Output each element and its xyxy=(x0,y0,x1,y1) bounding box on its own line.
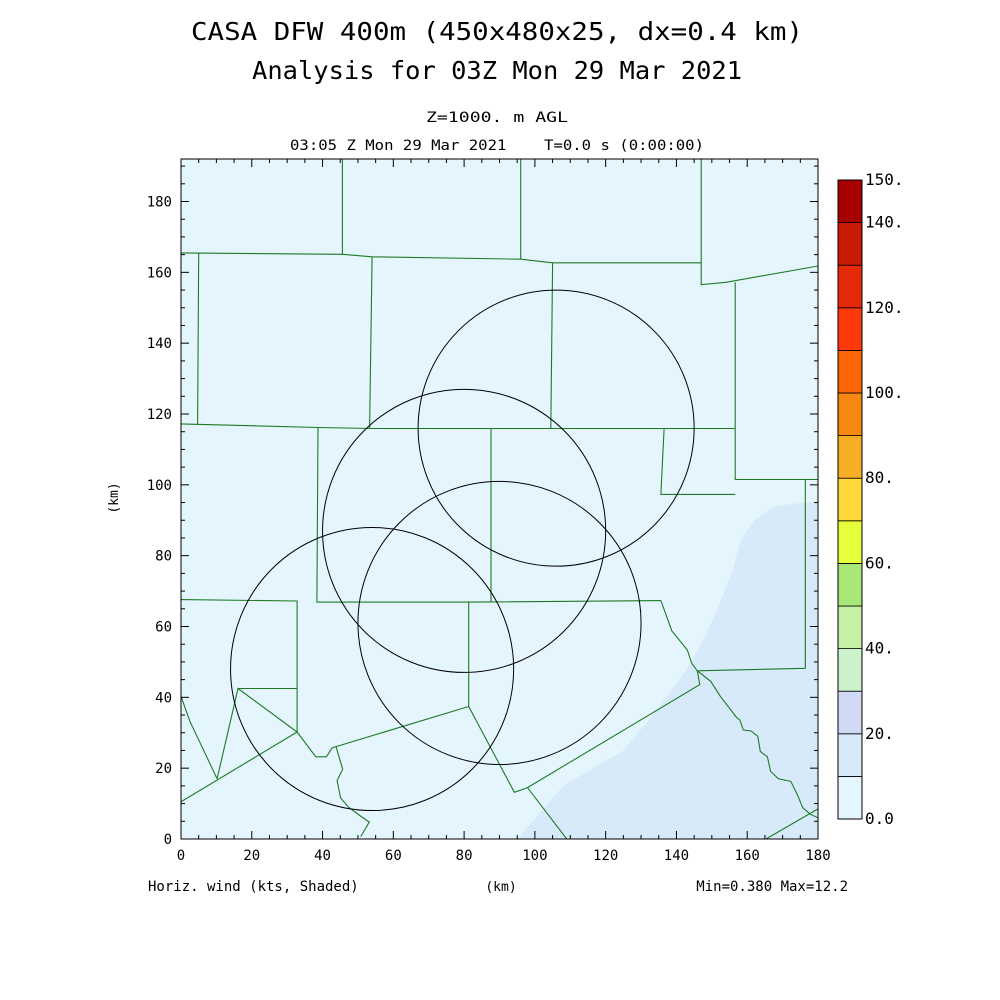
radar-range-ring-4 xyxy=(230,526,515,812)
x-tick-label: 160 xyxy=(735,848,760,864)
colorbar-segment xyxy=(837,477,863,522)
county-boundary-8 xyxy=(700,159,818,286)
y-tick-label: 160 xyxy=(147,265,172,281)
y-tick-label: 40 xyxy=(155,690,172,706)
y-tick-label: 0 xyxy=(164,832,172,848)
colorbar-labels: 0.0 20. 40. 60. 80. 100. 120. 140. 150. xyxy=(865,170,904,828)
axis-ticks xyxy=(180,159,819,840)
y-tick-label: 100 xyxy=(147,478,172,494)
x-axis-label: (km) xyxy=(485,880,516,895)
chart-title-line2: Analysis for 03Z Mon 29 Mar 2021 xyxy=(252,56,742,85)
colorbar-segment xyxy=(837,222,863,266)
y-tick-label: 80 xyxy=(155,549,172,565)
county-boundaries-layer xyxy=(181,159,818,839)
colorbar-segment xyxy=(837,690,863,735)
y-tick-label: 120 xyxy=(147,407,172,423)
county-boundary-15 xyxy=(181,602,470,803)
colorbar xyxy=(837,179,863,820)
county-boundary-12 xyxy=(660,428,736,495)
x-tick-label: 100 xyxy=(522,848,547,864)
colorbar-label: 120. xyxy=(865,298,904,317)
county-boundary-1 xyxy=(181,252,702,264)
colorbar-segment xyxy=(837,307,863,351)
county-boundary-21 xyxy=(765,808,818,839)
colorbar-segment xyxy=(837,520,863,564)
colorbar-segment xyxy=(837,605,863,649)
colorbar-segment xyxy=(837,648,863,692)
wind-shading-layer xyxy=(517,502,818,839)
colorbar-segment xyxy=(837,563,863,607)
x-tick-label: 60 xyxy=(385,848,402,864)
radar-range-rings-layer xyxy=(230,289,695,812)
time-label: 03:05 Z Mon 29 Mar 2021 T=0.0 s (0:00:00… xyxy=(290,138,704,154)
y-tick-label: 180 xyxy=(147,195,172,211)
county-boundary-9 xyxy=(734,282,818,481)
y-tick-label: 60 xyxy=(155,620,172,636)
colorbar-segment xyxy=(837,179,863,223)
x-tick-label: 0 xyxy=(177,848,185,864)
county-boundary-16 xyxy=(181,696,218,780)
colorbar-label: 0.0 xyxy=(865,809,894,828)
colorbar-label: 100. xyxy=(865,383,904,402)
colorbar-label: 150. xyxy=(865,170,904,189)
x-axis-tick-labels: 0 20 40 60 80 100 120 140 160 180 xyxy=(177,848,831,864)
colorbar-segment xyxy=(837,264,863,309)
colorbar-label: 140. xyxy=(865,213,904,232)
colorbar-label: 60. xyxy=(865,553,894,572)
colorbar-segment xyxy=(837,349,863,394)
colorbar-frame xyxy=(837,179,863,820)
x-tick-label: 80 xyxy=(456,848,473,864)
county-boundary-5 xyxy=(369,256,373,429)
colorbar-label: 40. xyxy=(865,639,894,658)
y-axis-label: (km) xyxy=(107,482,122,513)
y-tick-label: 20 xyxy=(155,761,172,777)
x-tick-label: 20 xyxy=(243,848,260,864)
county-boundary-2 xyxy=(197,252,200,424)
x-tick-label: 120 xyxy=(593,848,618,864)
field-description: Horiz. wind (kts, Shaded) xyxy=(148,879,359,895)
colorbar-label: 80. xyxy=(865,468,894,487)
chart-title-line1: CASA DFW 400m (450x480x25, dx=0.4 km) xyxy=(191,17,803,46)
colorbar-segment xyxy=(837,435,863,479)
wind-shade-region-1 xyxy=(517,502,818,839)
radar-range-ring-2 xyxy=(322,388,607,673)
radar-range-ring-3 xyxy=(357,480,642,766)
y-tick-label: 140 xyxy=(147,336,172,352)
level-label: Z=1000. m AGL xyxy=(426,110,568,126)
y-axis-tick-labels: 0 20 40 60 80 100 120 140 160 180 xyxy=(147,195,172,849)
county-boundary-17 xyxy=(335,746,371,837)
county-boundary-20 xyxy=(660,600,818,819)
min-max-label: Min=0.380 Max=12.2 xyxy=(696,879,848,895)
colorbar-segment xyxy=(837,776,863,820)
x-tick-label: 40 xyxy=(314,848,331,864)
x-tick-label: 140 xyxy=(664,848,689,864)
colorbar-label: 20. xyxy=(865,724,894,743)
county-boundary-18 xyxy=(468,706,568,839)
colorbar-segment xyxy=(837,392,863,436)
x-tick-label: 180 xyxy=(805,848,830,864)
county-boundary-10 xyxy=(316,427,661,603)
colorbar-segment xyxy=(837,733,863,777)
radar-range-ring-1 xyxy=(417,289,695,567)
